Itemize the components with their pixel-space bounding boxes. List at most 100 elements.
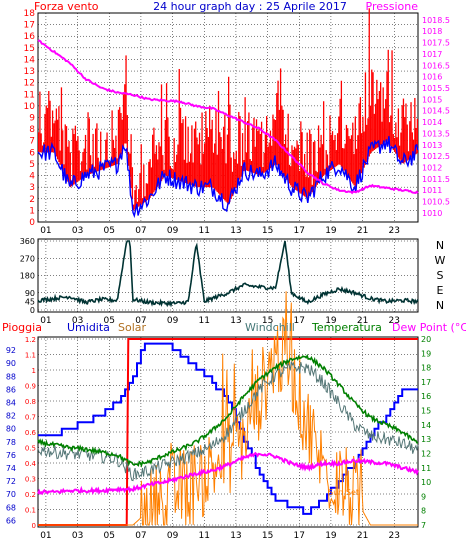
weather-xtick-label: 21: [357, 531, 368, 541]
wind-bar: [149, 159, 151, 198]
direction-ytick-label: 90: [25, 289, 35, 298]
wind-bar: [330, 134, 332, 170]
wind-bar: [207, 136, 210, 188]
wind-bar: [222, 126, 225, 200]
wind-bar: [78, 150, 80, 181]
pressure-ytick-label: 1010.5: [422, 198, 450, 207]
pressure-ytick-label: 1012: [422, 163, 442, 172]
wind-bar: [309, 129, 311, 196]
graph-title: 24 hour graph day : 25 Aprile 2017: [153, 0, 347, 13]
wind-bar: [40, 133, 42, 153]
pressure-ytick-label: 1012.5: [422, 152, 450, 161]
wind-bar: [257, 130, 259, 175]
pressure-ytick-label: 1017: [422, 50, 442, 59]
wind-bar: [146, 183, 149, 201]
direction-xtick-label: 15: [262, 316, 273, 326]
wind-bar: [267, 146, 269, 170]
wind-bar: [407, 151, 410, 160]
wind-bar: [76, 140, 78, 183]
wind-bar: [266, 116, 268, 171]
sunset-annotation: Sun Set: [328, 488, 359, 497]
temperature-ytick-label: 7: [421, 521, 426, 530]
wind-bar: [92, 133, 94, 174]
wind-bar: [129, 153, 131, 177]
humidity-ytick-label: 82: [6, 412, 16, 421]
wind-bar: [126, 115, 128, 155]
wind-bar: [100, 131, 102, 171]
wind-bar: [310, 134, 312, 195]
wind-bar: [196, 137, 198, 188]
pressure-ytick-label: 1014.5: [422, 107, 450, 116]
wind-bar: [316, 172, 318, 185]
temperature-ytick-label: 18: [421, 364, 431, 373]
wind-xtick-label: 13: [230, 226, 241, 236]
humidity-ytick-label: 86: [6, 385, 16, 394]
wind-bar: [353, 154, 355, 186]
pressure-ytick-label: 1011: [422, 186, 442, 195]
wind-bar: [124, 84, 126, 144]
wind-bar: [347, 128, 349, 177]
pressure-ytick-label: 1017.5: [422, 39, 450, 48]
wind-bar: [373, 113, 375, 151]
wind-bar: [382, 87, 384, 144]
wind-bar: [206, 128, 208, 188]
wind-bar: [84, 134, 87, 177]
wind-bar: [248, 112, 250, 172]
wind-ytick-label: 12: [24, 79, 35, 89]
wind-bar: [106, 132, 108, 168]
wind-bar: [272, 114, 274, 167]
rain-ytick-label: 0.3: [25, 476, 36, 484]
wind-bar: [141, 198, 144, 204]
weather-xtick-label: 07: [135, 531, 146, 541]
wind-bar: [410, 102, 412, 158]
wind-bar: [400, 132, 402, 162]
wind-bar: [193, 128, 196, 187]
wind-label: Forza vento: [34, 0, 99, 13]
rain-ytick-label: 1: [32, 367, 36, 375]
wind-pressure-panel: 01 03 05 07 09 11 13 15 17 19 21 230123456789101112…: [24, 8, 450, 236]
wind-bar: [393, 137, 396, 152]
wind-bar: [367, 118, 369, 160]
wind-bar: [291, 145, 293, 188]
dewpoint-line: [37, 451, 419, 496]
wind-bar: [187, 126, 189, 184]
wind-bar: [164, 119, 166, 176]
wind-bar: [273, 119, 275, 166]
wind-bar: [212, 152, 215, 188]
wind-bar: [344, 143, 346, 173]
solar-label: Solar: [118, 321, 147, 334]
wind-bar: [416, 118, 419, 154]
wind-bar: [162, 155, 164, 180]
rain-ytick-label: 0.4: [25, 460, 37, 468]
pressure-ytick-label: 1018: [422, 27, 442, 36]
temperature-ytick-label: 15: [421, 407, 431, 416]
wind-bar: [96, 123, 98, 172]
temperature-ytick-label: 19: [421, 349, 431, 358]
wind-bar: [343, 148, 345, 171]
wind-bar: [107, 160, 109, 168]
wind-bar: [338, 116, 340, 165]
wind-bar: [79, 170, 82, 180]
wind-bar: [181, 123, 183, 182]
wind-bar: [97, 157, 99, 172]
pressure-ytick-label: 1011.5: [422, 175, 450, 184]
wind-bar: [263, 152, 265, 173]
wind-bar: [274, 119, 277, 165]
wind-bar: [127, 151, 130, 166]
direction-xtick-label: 09: [167, 316, 179, 326]
windchill-label: Windchill: [245, 321, 295, 334]
pressure-ytick-label: 1013: [422, 141, 442, 150]
temperature-ytick-label: 14: [421, 421, 431, 430]
wind-bar: [195, 121, 197, 187]
wind-bar: [285, 134, 287, 178]
wind-bar: [67, 146, 69, 182]
wind-bar: [253, 117, 255, 174]
wind-bar: [220, 137, 222, 197]
direction-xtick-label: 05: [104, 316, 115, 326]
wind-bar: [238, 111, 240, 183]
wind-bar: [383, 108, 386, 143]
wind-bar: [155, 145, 158, 189]
